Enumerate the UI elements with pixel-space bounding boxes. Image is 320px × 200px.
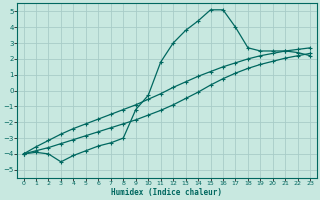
X-axis label: Humidex (Indice chaleur): Humidex (Indice chaleur): [111, 188, 222, 197]
